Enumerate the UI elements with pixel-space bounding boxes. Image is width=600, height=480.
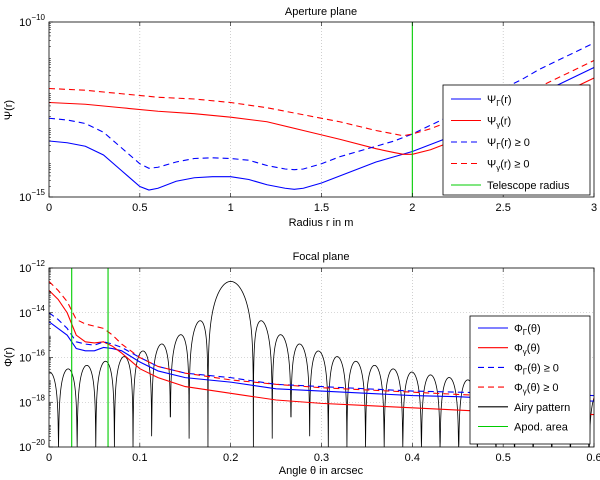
legend-label-apod-area: Apod. area [514,422,569,434]
series-line-0 [49,312,594,397]
y-axis-ticks: 10−10 10−15 [19,13,53,204]
x-axis-label: Radius r in m [289,217,354,229]
legend-box [442,84,591,196]
legend-label-0: Φγ(θ) ≥ 0 [514,382,559,396]
legend-label-r-0: ΨΓ(r) ≥ 0 [487,137,530,151]
legend-label-airy-pattern: Airy pattern [514,402,570,414]
legend-label-0: ΦΓ(θ) ≥ 0 [514,362,559,376]
legend-label-telescope-radius: Telescope radius [487,180,570,192]
aperture-plane-panel: Aperture plane 0 0.5 1 1.5 2 2.5 3 10−1010−15 … [3,6,597,229]
series-line-0 [49,281,594,400]
chart-title: Focal plane [293,251,350,263]
x-tick-label: 0.2 [223,452,238,464]
x-tick-label: 1 [228,202,234,214]
chart-title: Aperture plane [285,6,357,18]
x-tick-label: 1.5 [314,202,329,214]
y-tick-label: 10−12 [19,259,45,275]
x-tick-label: 0.1 [132,452,147,464]
x-axis-ticks: 0 0.5 1 1.5 2 2.5 3 [46,22,597,214]
y-tick-label: 10−18 [19,393,45,409]
legend-label-r: ΨΓ(r) [487,94,512,108]
y-tick-label: 10−20 [19,438,45,454]
x-tick-label: 0.4 [405,452,420,464]
y-axis-label: Φ(r) [3,347,15,367]
y-tick-label: 10−10 [19,13,45,29]
focal-plane-panel: Focal plane 0 0.1 0.2 0.3 0.4 0.5 0.6 10−1210−… [3,251,600,477]
y-tick-label: 10−14 [19,304,45,320]
series-line-item [49,289,594,416]
x-tick-label: 2.5 [496,202,511,214]
vertical-lines [71,268,109,447]
series-line-item [49,321,594,402]
x-tick-label: 2 [409,202,415,214]
legend: ΨΓ(r) Ψγ(r) ΨΓ(r) ≥ 0 Ψγ(r) ≥ 0 Telescope ra… [442,84,591,196]
x-tick-label: 0 [46,452,52,464]
x-tick-label: 0.5 [132,202,147,214]
x-tick-label: 0.5 [496,452,511,464]
y-axis-ticks: 10−12 10−14 10−16 10−18 10−20 [19,259,53,454]
y-axis-label: Ψ(r) [3,100,15,120]
x-tick-label: 3 [591,202,597,214]
legend-label-r: Ψγ(r) [487,116,511,130]
x-axis-ticks: 0 0.1 0.2 0.3 0.4 0.5 0.6 [46,268,600,464]
x-tick-label: 0 [46,202,52,214]
x-tick-label: 0.6 [586,452,600,464]
x-tick-label: 0.3 [314,452,329,464]
legend-label-r-0: Ψγ(r) ≥ 0 [487,159,529,173]
x-axis-label: Angle θ in arcsec [279,465,364,477]
y-tick-label: 10−15 [19,188,45,204]
legend-label-item: Φγ(θ) [514,343,540,357]
legend: ΦΓ(θ) Φγ(θ) ΦΓ(θ) ≥ 0 Φγ(θ) ≥ 0 Airy pattern… [469,315,591,445]
legend-box [469,315,591,445]
legend-label-item: ΦΓ(θ) [514,323,541,337]
y-tick-label: 10−16 [19,349,45,365]
series-group [49,281,594,416]
